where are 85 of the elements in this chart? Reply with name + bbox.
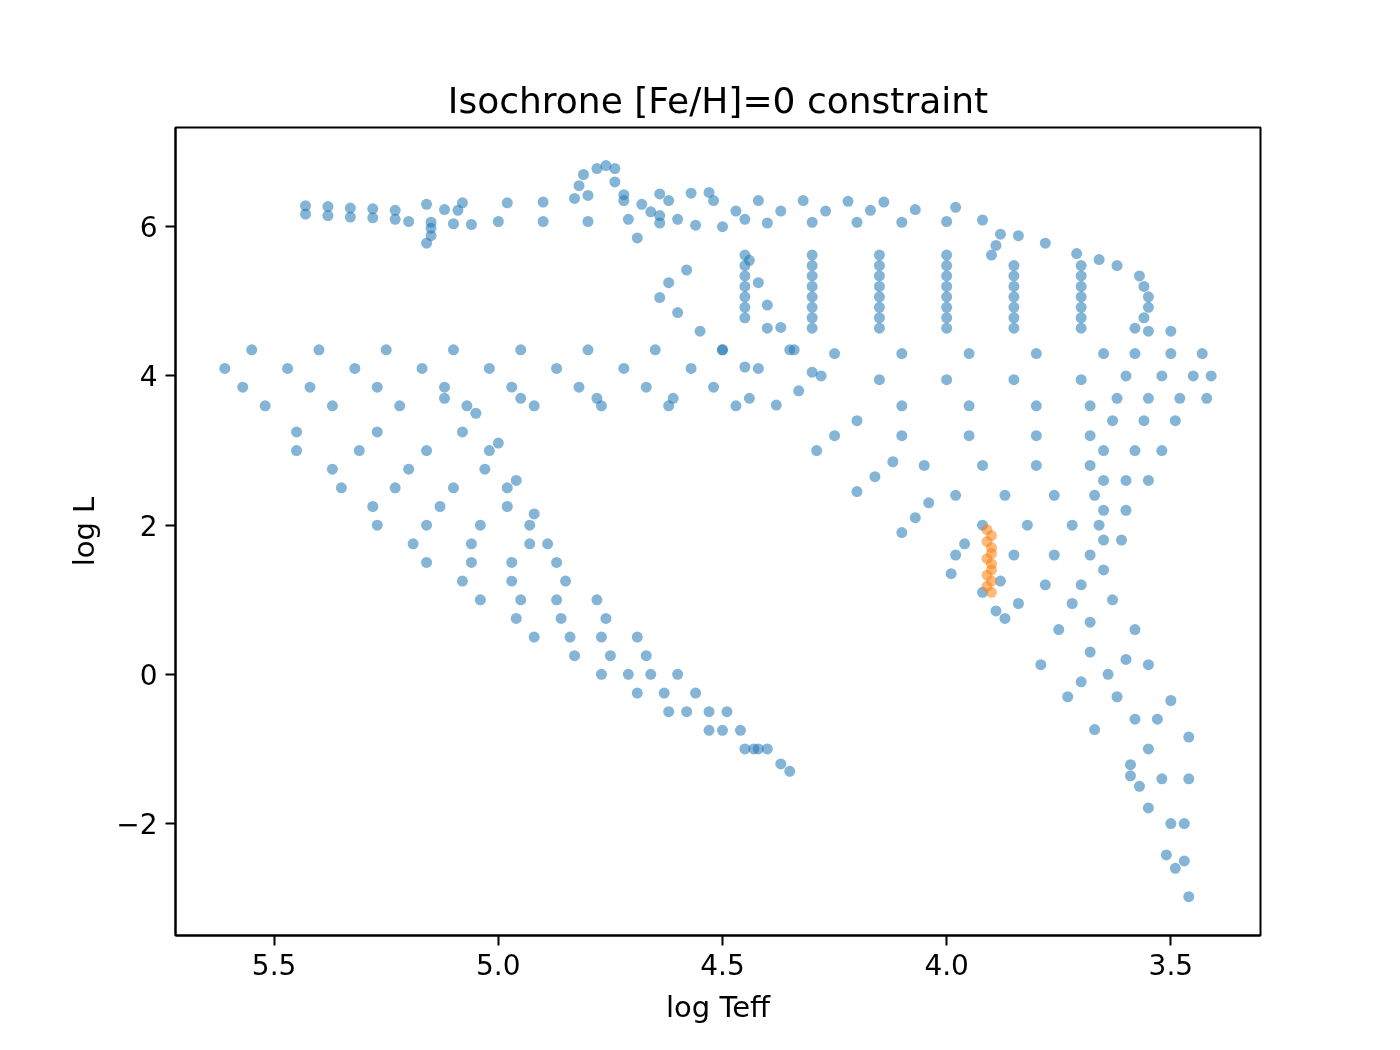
point	[1183, 731, 1195, 743]
point	[1160, 849, 1172, 861]
point	[219, 362, 231, 374]
point	[1129, 624, 1141, 636]
point	[1133, 780, 1145, 792]
point	[483, 362, 495, 374]
point	[685, 362, 697, 374]
point	[259, 400, 271, 412]
point	[349, 362, 361, 374]
point	[439, 381, 451, 393]
point	[461, 400, 473, 412]
point	[1151, 713, 1163, 725]
point	[510, 474, 522, 486]
point	[313, 344, 325, 356]
point	[1111, 691, 1123, 703]
point	[1107, 594, 1119, 606]
x-tick-label: 5.0	[476, 948, 521, 982]
point	[528, 508, 540, 520]
point	[439, 392, 451, 404]
y-tick-label: −2	[116, 808, 158, 842]
chart-title: Isochrone [Fe/H]=0 constraint	[447, 79, 989, 121]
point	[246, 344, 258, 356]
point	[282, 362, 294, 374]
point	[1165, 818, 1177, 830]
point	[326, 400, 338, 412]
point	[1142, 659, 1154, 671]
point	[1178, 818, 1190, 830]
point	[304, 381, 316, 393]
point	[447, 344, 459, 356]
point	[515, 392, 527, 404]
point	[752, 362, 764, 374]
point	[380, 344, 392, 356]
y-tick-label: 4	[139, 360, 158, 394]
point	[730, 400, 742, 412]
point	[1089, 724, 1101, 736]
point	[640, 381, 652, 393]
point	[416, 362, 428, 374]
point	[1084, 646, 1096, 658]
point	[1124, 759, 1136, 771]
point	[1075, 676, 1087, 688]
point	[1066, 598, 1078, 609]
point	[708, 381, 720, 393]
point	[528, 400, 540, 412]
point	[582, 344, 594, 356]
point	[999, 612, 1011, 624]
point	[551, 362, 563, 374]
y-tick-label: 2	[139, 509, 158, 543]
point	[394, 400, 406, 412]
y-tick-label: 6	[139, 211, 158, 245]
y-axis-title: log L	[67, 496, 102, 567]
point	[1142, 802, 1154, 814]
point	[1169, 862, 1181, 874]
point	[1120, 653, 1132, 665]
point	[1165, 695, 1177, 706]
point	[591, 392, 603, 404]
point	[743, 392, 755, 404]
point	[515, 344, 527, 356]
y-tick-label: 0	[139, 658, 158, 692]
point	[667, 392, 679, 404]
point	[1062, 691, 1074, 703]
point	[1183, 773, 1195, 785]
point	[618, 362, 630, 374]
point	[649, 344, 661, 356]
point	[1129, 713, 1141, 725]
point	[1178, 855, 1190, 867]
point	[573, 381, 585, 393]
point	[237, 381, 249, 393]
x-tick-label: 4.5	[700, 948, 745, 982]
point	[1142, 743, 1154, 755]
point	[506, 381, 518, 393]
point	[1084, 616, 1096, 628]
x-tick-label: 5.5	[251, 948, 297, 982]
x-tick-label: 4.0	[924, 948, 969, 982]
x-tick-label: 3.5	[1148, 948, 1194, 982]
point	[492, 437, 504, 449]
point	[371, 381, 383, 393]
x-axis-title: log Teff	[665, 989, 772, 1024]
point	[1183, 891, 1195, 903]
point	[1035, 659, 1047, 671]
point	[1102, 668, 1114, 680]
point	[470, 407, 482, 419]
point	[1124, 770, 1136, 782]
point	[1053, 624, 1065, 636]
point	[542, 538, 554, 550]
point	[1156, 773, 1168, 785]
